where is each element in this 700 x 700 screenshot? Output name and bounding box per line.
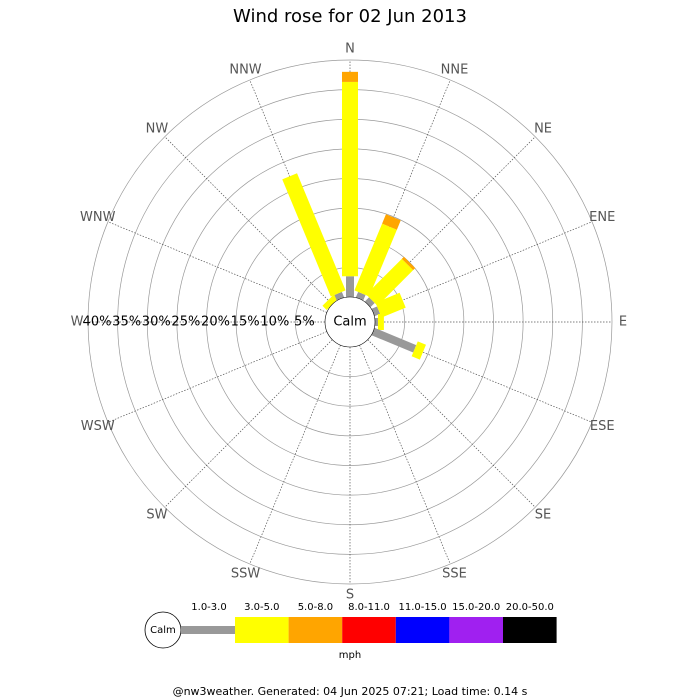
spoke bbox=[249, 344, 341, 565]
direction-label: WSW bbox=[81, 419, 115, 434]
direction-bars bbox=[282, 173, 346, 301]
bar-segment bbox=[375, 292, 406, 318]
legend-label: 15.0-20.0 bbox=[452, 602, 500, 613]
direction-label: E bbox=[619, 315, 627, 330]
bar-segment bbox=[374, 318, 378, 326]
legend-swatch bbox=[449, 617, 503, 643]
bar-segment bbox=[342, 81, 358, 277]
bar-segment bbox=[342, 71, 358, 82]
unit-label: mph bbox=[339, 650, 361, 661]
direction-bars bbox=[371, 327, 426, 360]
spoke bbox=[372, 221, 593, 313]
direction-label: SE bbox=[535, 508, 551, 523]
spoke bbox=[359, 344, 451, 565]
calm-circle bbox=[324, 296, 376, 348]
direction-bars bbox=[374, 314, 384, 330]
bar-segment bbox=[364, 297, 375, 308]
direction-label: WNW bbox=[80, 210, 116, 225]
spoke bbox=[107, 221, 328, 313]
ring-label: 10% bbox=[260, 315, 289, 330]
direction-label: SSW bbox=[231, 567, 261, 582]
direction-label: SW bbox=[146, 508, 167, 523]
legend-label: 20.0-50.0 bbox=[506, 602, 554, 613]
legend-label: 8.0-11.0 bbox=[348, 602, 390, 613]
ring-label: 20% bbox=[201, 315, 230, 330]
calm-label: Calm bbox=[333, 315, 366, 330]
direction-label: N bbox=[345, 42, 355, 57]
ring-label: 15% bbox=[231, 315, 260, 330]
bar-segment bbox=[411, 341, 426, 360]
legend-swatch bbox=[288, 617, 343, 643]
legend-swatch bbox=[181, 626, 235, 634]
ring-label: 25% bbox=[171, 315, 200, 330]
ring-label: 40% bbox=[83, 315, 112, 330]
bar-segment bbox=[377, 314, 384, 330]
spoke bbox=[367, 339, 536, 508]
direction-label: NE bbox=[534, 121, 552, 136]
direction-bars bbox=[322, 294, 338, 310]
bar-segment bbox=[371, 327, 417, 353]
legend-label: 5.0-8.0 bbox=[298, 602, 333, 613]
legend-swatch bbox=[503, 617, 557, 643]
direction-label: ENE bbox=[589, 210, 615, 225]
legend-swatch bbox=[342, 617, 396, 643]
bar-segment bbox=[366, 258, 414, 306]
direction-label: W bbox=[71, 315, 84, 330]
bar-segment bbox=[346, 276, 354, 297]
spoke bbox=[164, 339, 333, 508]
chart-title: Wind rose for 02 Jun 2013 bbox=[233, 6, 467, 27]
direction-label: NW bbox=[146, 121, 169, 136]
ring-label: 5% bbox=[294, 315, 315, 330]
legend-label: 3.0-5.0 bbox=[244, 602, 279, 613]
bar-segment bbox=[382, 214, 401, 230]
legend-calm-label: Calm bbox=[150, 625, 176, 636]
legend-label: 11.0-15.0 bbox=[399, 602, 447, 613]
direction-label: NNE bbox=[441, 62, 469, 77]
direction-bars bbox=[342, 71, 358, 297]
ring-label: 30% bbox=[142, 315, 171, 330]
legend-swatch bbox=[395, 617, 450, 643]
spoke bbox=[107, 331, 328, 423]
legend-swatch bbox=[235, 617, 289, 643]
bar-segment bbox=[354, 223, 397, 297]
ring-label: 35% bbox=[112, 315, 141, 330]
direction-label: SSE bbox=[442, 567, 467, 582]
direction-label: NNW bbox=[229, 62, 261, 77]
direction-label: ESE bbox=[590, 419, 615, 434]
footer: @nw3weather. Generated: 04 Jun 2025 07:2… bbox=[173, 685, 528, 698]
direction-bars bbox=[364, 256, 416, 308]
bar-segment bbox=[322, 294, 338, 310]
bar-segment bbox=[282, 173, 346, 297]
grid-ring bbox=[87, 59, 613, 585]
direction-label: S bbox=[346, 588, 354, 603]
legend-label: 1.0-3.0 bbox=[191, 602, 226, 613]
bar-segment bbox=[401, 256, 416, 271]
spoke bbox=[164, 136, 333, 305]
